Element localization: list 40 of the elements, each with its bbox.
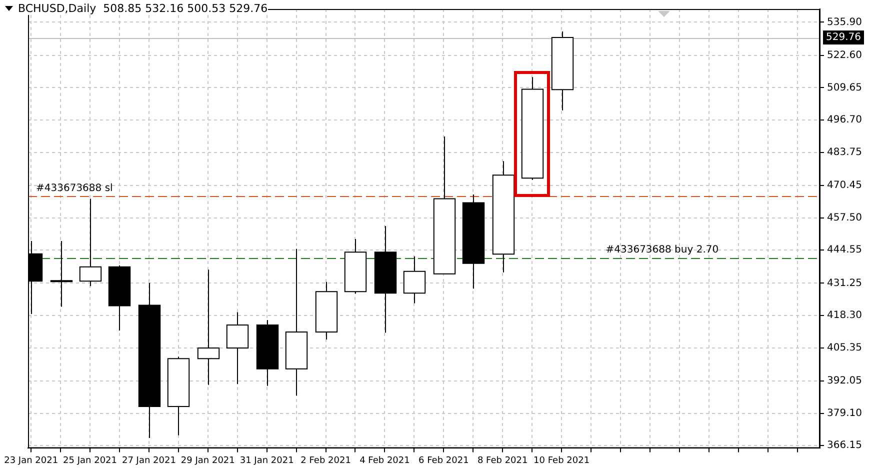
ref-line-label: #433673688 buy 2.70 [606, 244, 719, 256]
candlestick [167, 356, 190, 436]
y-tick-label: 379.10 [827, 408, 862, 419]
y-tick-label: 366.15 [827, 440, 862, 452]
x-tick-label: 4 Feb 2021 [360, 456, 410, 466]
candlestick [551, 31, 574, 111]
y-tick-label: 392.05 [827, 376, 862, 387]
candlestick [315, 281, 338, 340]
x-tick-label: 23 Jan 2021 [4, 456, 58, 466]
x-tick-label: 29 Jan 2021 [180, 456, 235, 466]
y-tick-label: 431.25 [827, 278, 862, 289]
candlestick [374, 225, 397, 334]
candlestick [433, 136, 456, 274]
y-tick-label: 483.75 [827, 146, 862, 158]
candlestick [462, 194, 485, 290]
y-tick-label: 496.70 [827, 114, 862, 126]
y-tick-label: 444.55 [827, 244, 862, 256]
x-tick-label: 10 Feb 2021 [534, 456, 590, 466]
x-tick-label: 8 Feb 2021 [477, 456, 528, 466]
x-tick-label: 31 Jan 2021 [240, 456, 294, 466]
ref-line-label: 529.76 [826, 32, 862, 44]
y-tick-label: 418.30 [827, 310, 862, 322]
candlestick [226, 312, 249, 385]
x-tick-label: 25 Jan 2021 [63, 456, 117, 466]
y-tick-label: 535.90 [827, 16, 862, 28]
y-tick-label: 470.45 [827, 180, 862, 192]
x-tick-label: 2 Feb 2021 [300, 456, 351, 466]
y-tick-label: 457.50 [827, 212, 862, 224]
chart-title: BCHUSD,Daily 508.85 532.16 500.53 529.76 [18, 2, 268, 15]
candlestick [492, 160, 515, 273]
y-tick-label: 405.35 [827, 342, 862, 354]
candlestick [256, 320, 279, 386]
y-tick-label: 522.60 [827, 50, 862, 61]
y-tick-label: 509.65 [827, 82, 862, 94]
ref-line-label: #433673688 sl [36, 182, 113, 194]
candlestick [108, 264, 131, 331]
candlestick [521, 76, 544, 180]
candlestick [344, 238, 367, 294]
x-tick-label: 6 Feb 2021 [418, 456, 469, 466]
x-tick-label: 27 Jan 2021 [122, 456, 176, 466]
